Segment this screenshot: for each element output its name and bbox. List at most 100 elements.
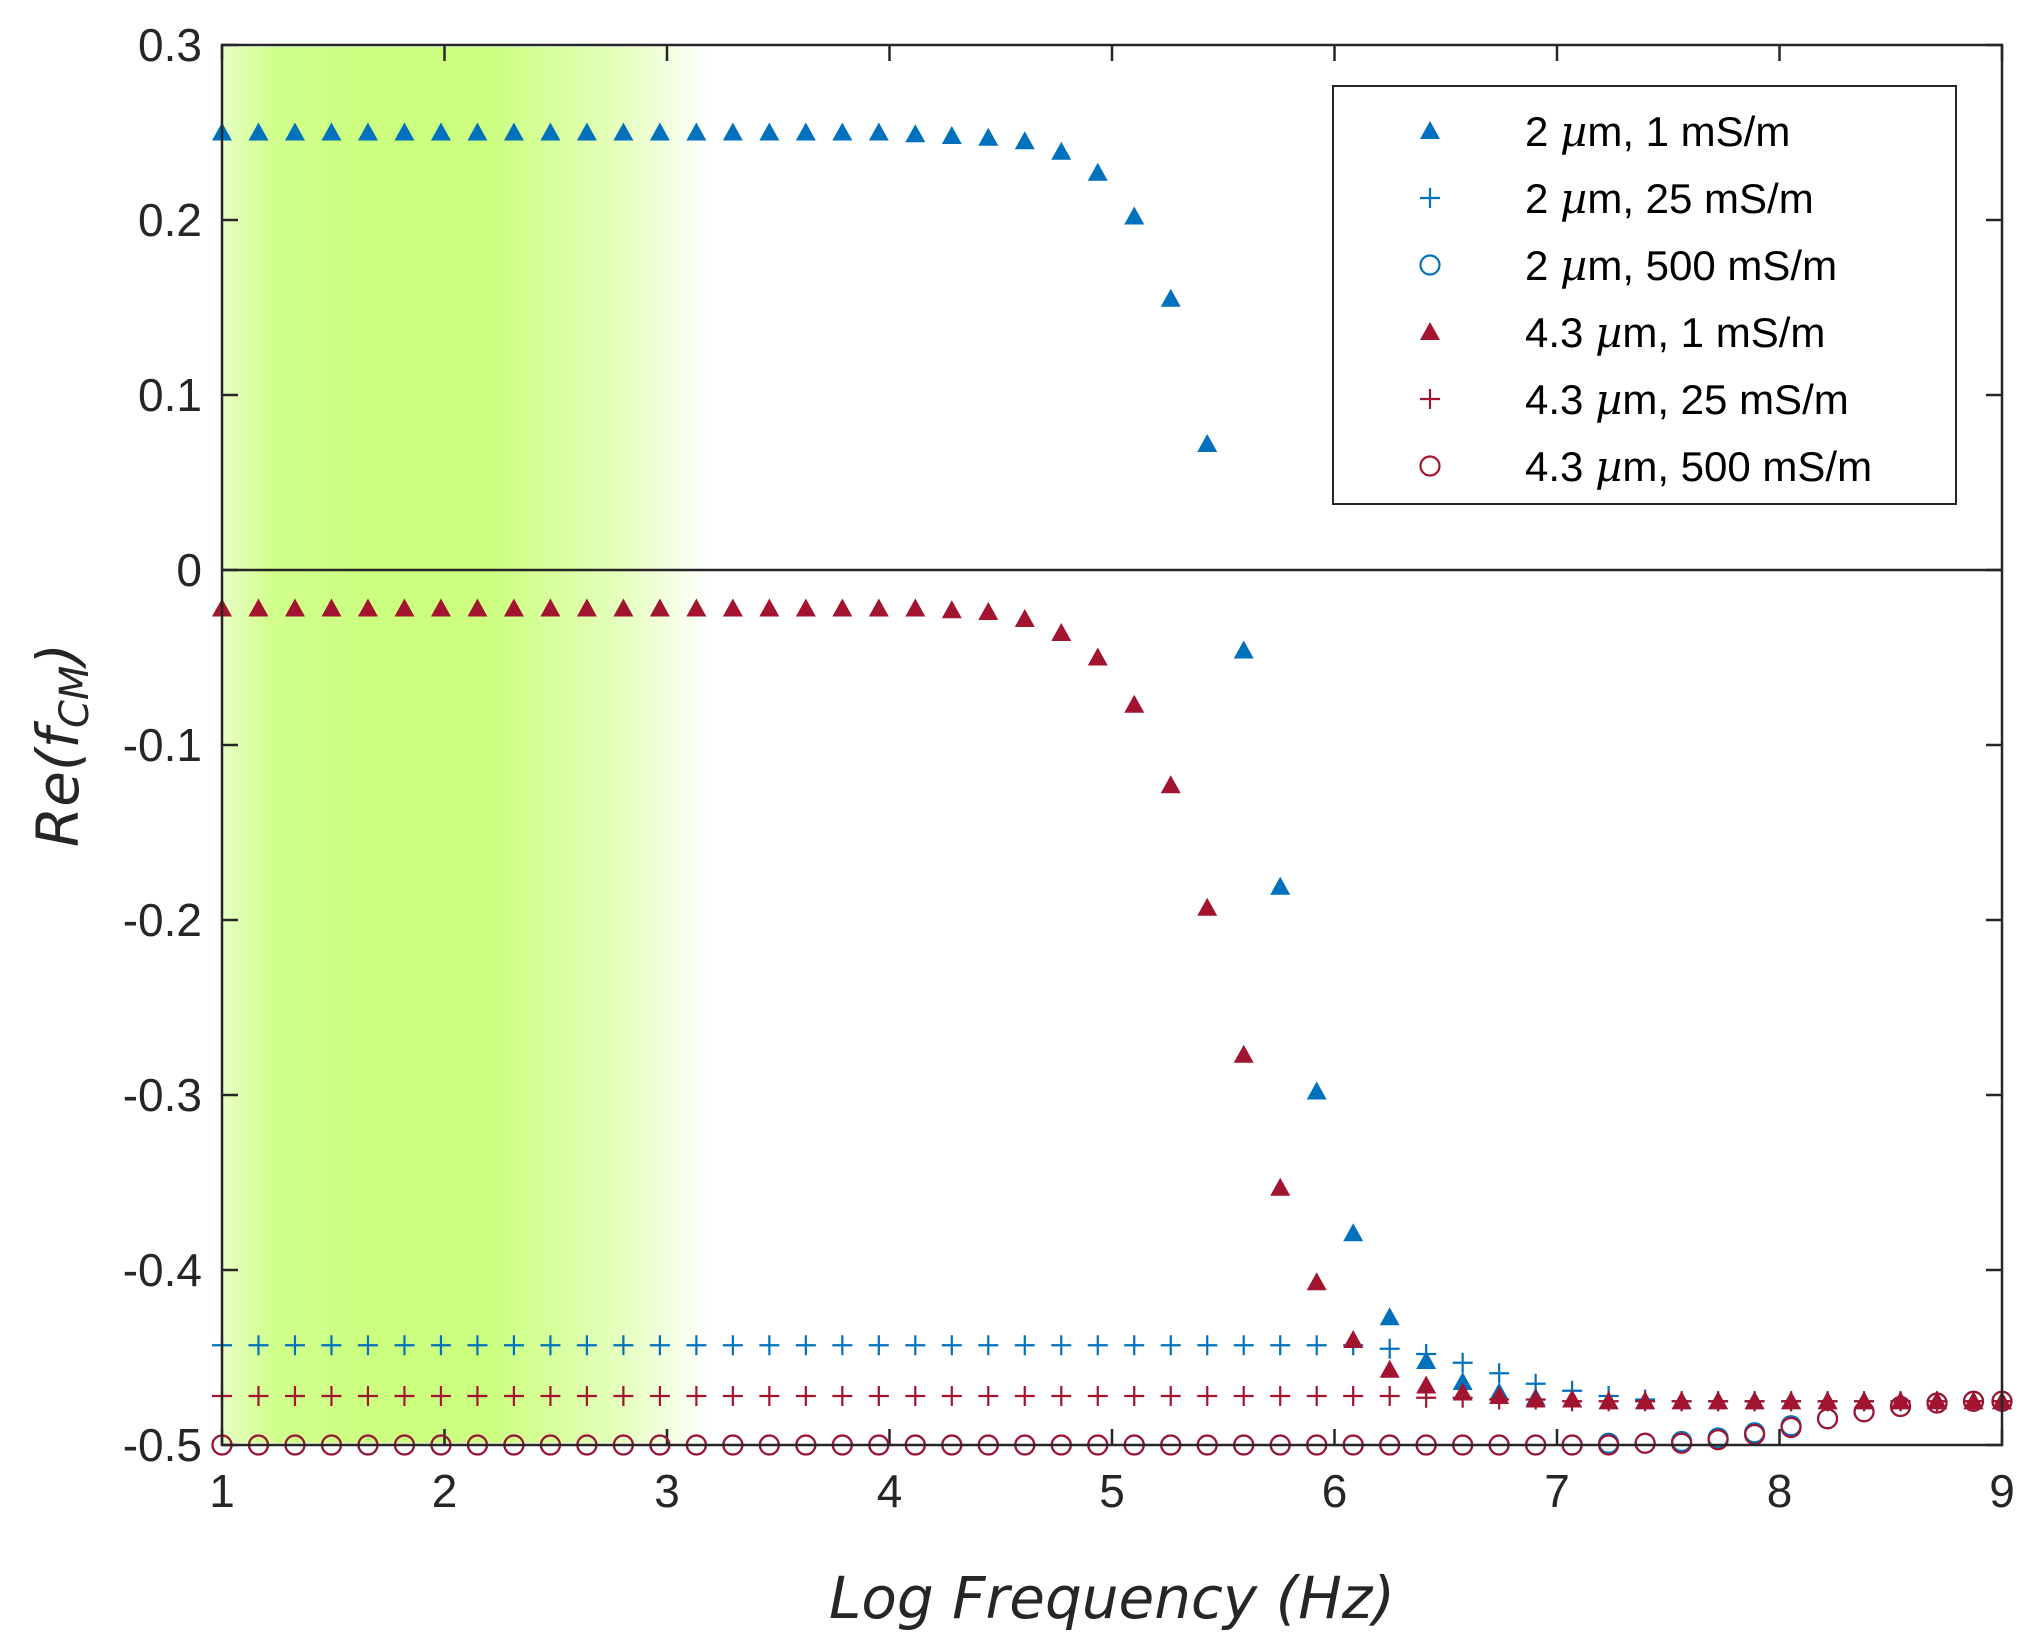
data-point [832,122,853,141]
y-axis-title-close: ) [24,643,92,670]
data-point [941,126,962,144]
x-tick-label: 1 [209,1465,235,1517]
data-point [1708,1391,1729,1412]
legend-label: 4.3 µm, 500 mS/m [1525,442,1872,491]
data-point [357,1386,378,1406]
data-point [357,1335,378,1356]
data-point [321,1335,342,1356]
data-point [248,1335,269,1356]
data-point [503,1386,524,1406]
data-point [248,1386,269,1406]
data-point [1233,640,1254,659]
data-point [649,1386,670,1406]
data-point [430,122,451,141]
legend-label-suffix: m, 25 mS/m [1622,376,1848,423]
data-point [613,598,634,617]
legend-entry: 4.3 µm, 500 mS/m [1419,442,1872,491]
data-point [941,1335,962,1356]
y-tick-label: 0.1 [138,369,202,421]
data-point [540,1386,561,1406]
data-point [430,598,451,617]
data-point [1598,1391,1619,1412]
legend-label-mu: µ [1560,174,1587,223]
legend-box [1332,85,1957,505]
data-point [1963,1391,1984,1412]
data-point [795,1335,816,1356]
legend-label-suffix: m, 1 mS/m [1587,108,1790,155]
data-point [905,1386,926,1406]
legend-entry: 4.3 µm, 25 mS/m [1420,375,1849,424]
data-point [1051,623,1072,641]
data-point [941,600,962,619]
data-point [1744,1391,1765,1412]
data-point [1670,1432,1693,1454]
data-point [1379,1359,1400,1378]
x-tick-label: 7 [1544,1465,1570,1517]
data-point [248,598,269,617]
data-point [1270,876,1291,895]
x-tick-label: 5 [1099,1465,1125,1517]
y-tick-label: -0.5 [123,1419,202,1471]
data-point [1014,1386,1035,1406]
data-point [1889,1395,1912,1418]
data-point [1926,1392,1948,1414]
data-point [649,122,670,141]
data-point [722,1386,743,1406]
x-tick-label: 4 [877,1465,903,1517]
data-point [1233,1044,1254,1063]
data-point [722,598,743,617]
data-point [540,598,561,617]
legend-label-mu: µ [1595,375,1622,424]
data-point [868,1386,889,1406]
data-point [1160,775,1181,794]
data-point [868,122,889,141]
data-point [1525,1389,1546,1410]
data-point [394,1386,415,1406]
data-point [1489,1389,1510,1410]
data-point [1051,141,1072,160]
legend-entries: 2 µm, 1 mS/m2 µm, 25 mS/m2 µm, 500 mS/m4… [1419,107,1872,491]
legend-label-prefix: 4.3 [1525,443,1595,490]
data-point [978,127,999,146]
legend-entry: 4.3 µm, 1 mS/m [1420,308,1825,357]
legend-label-suffix: m, 25 mS/m [1587,175,1813,222]
data-point [1379,1338,1400,1359]
data-point [1197,897,1218,916]
y-axis-title-subscript: CM [52,666,98,728]
data-point [613,1386,634,1406]
data-point [248,122,269,141]
data-point [1343,1386,1364,1406]
data-point [1233,1335,1254,1356]
data-point [1014,609,1035,627]
y-tick-label: 0.3 [138,19,202,71]
data-point [686,598,707,617]
data-point [978,602,999,620]
series-4 [212,1386,2012,1412]
data-point [576,1386,597,1406]
data-point [1306,1335,1327,1356]
data-point [1087,647,1108,666]
data-point [868,598,889,617]
legend-label-mu: µ [1560,241,1587,290]
data-point [576,598,597,617]
data-point [467,1335,488,1356]
legend-entry: 2 µm, 1 mS/m [1420,107,1790,156]
data-point [1343,1223,1364,1242]
data-point [613,1335,634,1356]
data-point [686,1386,707,1406]
data-point [1635,1391,1656,1412]
legend-entry: 2 µm, 25 mS/m [1420,174,1814,223]
data-point [905,1335,926,1356]
legend-marker [1420,389,1440,409]
data-point [1817,1391,1838,1412]
data-point [1014,1335,1035,1356]
data-point [467,598,488,617]
data-point [1707,1429,1729,1451]
data-point [1816,1408,1839,1430]
data-point [1124,694,1145,713]
data-point [1781,1391,1802,1412]
data-point [978,1335,999,1356]
data-point [832,1386,853,1406]
data-point [467,1386,488,1406]
